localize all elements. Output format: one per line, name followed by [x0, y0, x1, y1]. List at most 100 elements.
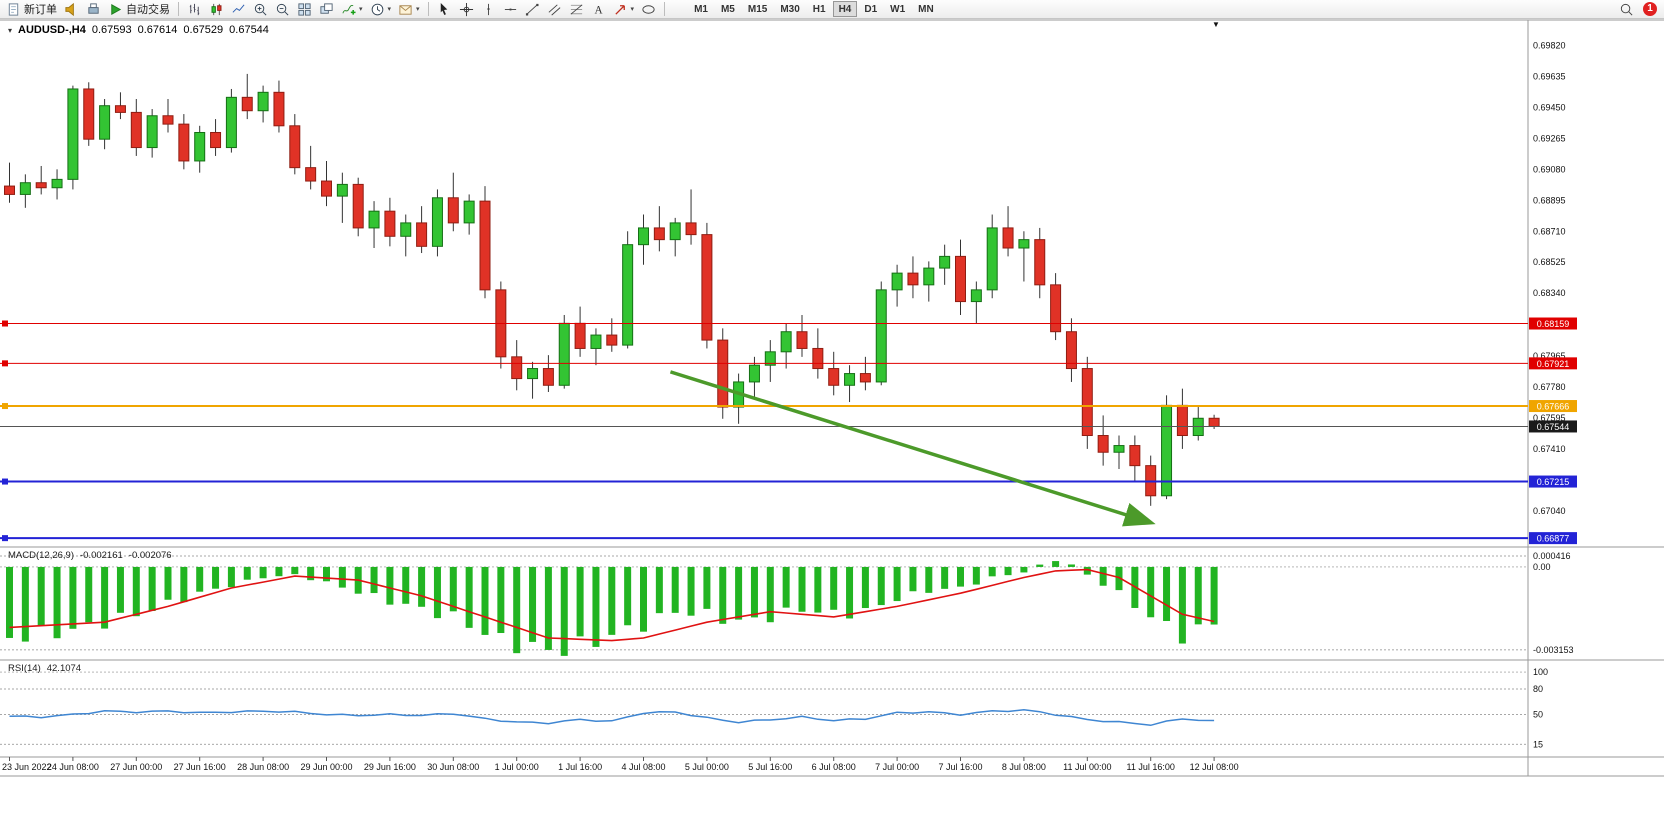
price-axis-label: 0.68895: [1533, 195, 1566, 205]
search-icon: [1620, 3, 1633, 15]
macd-histogram-bar: [814, 566, 822, 613]
search-button[interactable]: [1616, 1, 1637, 18]
trendline-tool-button[interactable]: [522, 1, 543, 18]
timeframe-button-D1[interactable]: D1: [858, 1, 883, 17]
timeframe-button-W1[interactable]: W1: [884, 1, 911, 17]
macd-histogram-bar: [465, 566, 473, 628]
candle-body: [986, 227, 998, 291]
candle-body: [1050, 284, 1062, 333]
horizontal-line-tool-button[interactable]: [500, 1, 521, 18]
macd-histogram-bar: [481, 566, 489, 635]
print-button[interactable]: [83, 1, 104, 18]
macd-histogram-bar: [655, 566, 663, 614]
timeframe-button-M30[interactable]: M30: [774, 1, 805, 17]
toolbar-separator: [178, 2, 179, 16]
candle-body: [67, 88, 79, 180]
notification-badge[interactable]: 1: [1643, 2, 1657, 16]
time-axis-label: 11 Jul 16:00: [1127, 762, 1175, 772]
time-axis-label: 29 Jun 00:00: [300, 762, 352, 772]
zoom-in-button[interactable]: [250, 1, 271, 18]
macd-histogram-bar: [830, 566, 838, 610]
time-axis-label: 11 Jul 00:00: [1063, 762, 1111, 772]
macd-histogram-bar: [53, 566, 61, 639]
new-order-button[interactable]: 新订单: [3, 1, 60, 18]
clock-icon: [371, 3, 383, 15]
shapes-tool-button[interactable]: [638, 1, 659, 18]
time-axis-label: 6 Jul 08:00: [812, 762, 856, 772]
timeframe-button-M5[interactable]: M5: [715, 1, 741, 17]
candle-body: [83, 88, 95, 140]
line-chart-button[interactable]: [228, 1, 249, 18]
candle-body: [955, 255, 966, 303]
envelope-icon: [399, 4, 412, 15]
candle-body: [289, 125, 301, 169]
timeframe-button-H1[interactable]: H1: [807, 1, 832, 17]
cascade-windows-button[interactable]: [316, 1, 337, 18]
trend-arrow[interactable]: [669, 370, 1156, 527]
candlestick-button[interactable]: [206, 1, 227, 18]
text-tool-button[interactable]: A: [588, 1, 609, 18]
macd-histogram-bar: [307, 566, 315, 581]
timeframe-button-M15[interactable]: M15: [742, 1, 773, 17]
close-value: 0.67544: [229, 24, 269, 36]
hline-anchor[interactable]: [2, 535, 8, 542]
toolbar-separator: [427, 2, 429, 16]
candle-body: [1208, 417, 1220, 427]
cascade-windows-icon: [320, 2, 333, 14]
macd-scale-label: -0.003153: [1533, 645, 1574, 655]
timeframe-button-H4[interactable]: H4: [832, 1, 858, 17]
price-axis-label: 0.67040: [1533, 506, 1566, 516]
dropdown-caret-icon: ▾: [630, 5, 635, 13]
macd-histogram-bar: [941, 566, 949, 589]
price-badge-label: 0.67544: [1537, 422, 1570, 432]
candle-body: [748, 364, 760, 383]
periods-button[interactable]: ▾: [367, 1, 395, 18]
macd-histogram-bar: [1194, 566, 1202, 625]
macd-histogram-bar: [687, 566, 695, 616]
candle-body: [463, 200, 475, 224]
tile-windows-button[interactable]: [294, 1, 315, 18]
macd-label: MACD(12,26,9) -0.002161 -0.002076: [8, 550, 172, 561]
vertical-line-tool-button[interactable]: [478, 1, 499, 18]
price-axis-label: 0.68710: [1533, 226, 1566, 236]
chart-shift-marker[interactable]: ▼: [1212, 20, 1220, 29]
macd-histogram-bar: [861, 566, 869, 609]
line-chart-icon: [232, 4, 245, 13]
candle-body: [542, 368, 554, 386]
templates-button[interactable]: ▾: [395, 1, 423, 18]
candle-body: [1034, 239, 1046, 286]
autotrade-button[interactable]: 自动交易: [105, 1, 173, 18]
candle-body: [1097, 435, 1109, 453]
time-axis-label: 28 Jun 08:00: [237, 762, 289, 772]
timeframe-button-M1[interactable]: M1: [688, 1, 714, 17]
macd-histogram-bar: [21, 566, 29, 642]
price-badge: [1529, 357, 1577, 370]
zoom-out-button[interactable]: [272, 1, 293, 18]
price-scale[interactable]: 0.69820 0.69635 0.69450 0.69265 0.69080 0.688…: [1529, 40, 1577, 545]
collapse-triangle-icon[interactable]: ▾: [8, 25, 13, 35]
bar-chart-button[interactable]: [184, 1, 205, 18]
channel-tool-button[interactable]: [544, 1, 565, 18]
crosshair-tool-button[interactable]: [456, 1, 477, 18]
horizontal-lines: [0, 320, 1528, 542]
macd-histogram-bar: [370, 566, 378, 594]
macd-histogram-bar: [497, 566, 505, 634]
hline-anchor[interactable]: [2, 403, 8, 410]
macd-histogram-bar: [703, 566, 711, 609]
candle-body: [638, 227, 649, 246]
hline-anchor[interactable]: [2, 360, 8, 367]
timeframe-button-MN[interactable]: MN: [912, 1, 940, 17]
arrows-tool-button[interactable]: ▾: [610, 1, 638, 18]
indicators-button[interactable]: ▾: [338, 1, 366, 18]
hline-anchor[interactable]: [2, 320, 8, 327]
hline-anchor[interactable]: [2, 478, 8, 485]
time-axis-label: 29 Jun 16:00: [364, 762, 416, 772]
candle-body: [368, 210, 380, 229]
cursor-tool-button[interactable]: [434, 1, 455, 18]
fibonacci-tool-button[interactable]: [566, 1, 587, 18]
macd-histogram-bar: [196, 566, 204, 592]
sound-button[interactable]: [61, 1, 82, 18]
rsi-line: [9, 709, 1215, 727]
